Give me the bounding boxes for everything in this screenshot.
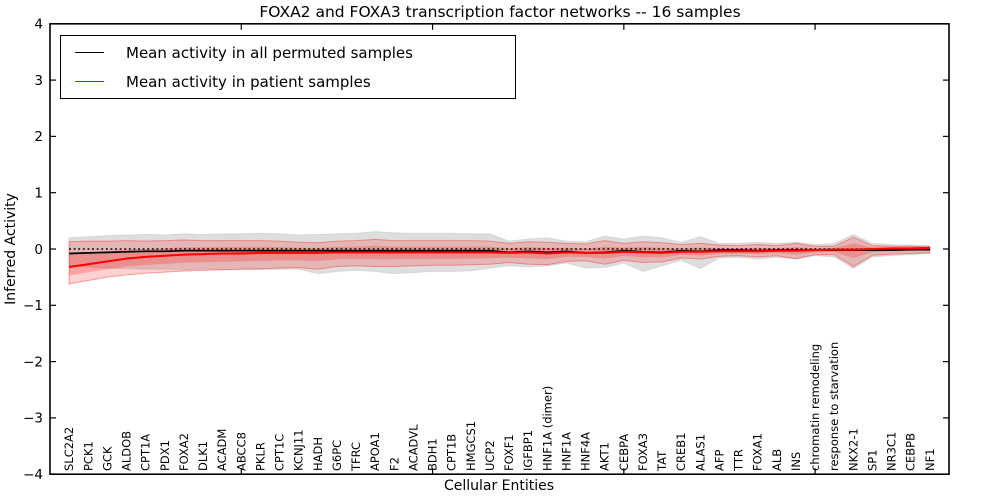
x-axis-entity-label: DLK1: [196, 441, 210, 471]
x-axis-entity-label: FOXA3: [636, 433, 650, 471]
x-axis-entity-label: NF1: [923, 448, 937, 471]
legend-entry-permuted: Mean activity in all permuted samples: [61, 38, 515, 67]
x-axis-entity-label: ALAS1: [693, 434, 707, 471]
x-axis-entity-label: AKT1: [598, 442, 612, 471]
x-axis-entity-label: NKX2-1: [846, 428, 860, 471]
x-axis-entity-label: GCK: [100, 446, 114, 471]
x-axis-entity-label: F2: [387, 457, 401, 471]
y-tick-label: −4: [23, 467, 43, 483]
x-axis-entity-label: HNF1A (dimer): [540, 386, 554, 471]
legend-line-permuted-icon: [75, 52, 104, 53]
x-axis-label: Cellular Entities: [443, 478, 555, 494]
y-tick-label: 3: [34, 73, 43, 89]
x-axis-entity-label: TFRC: [349, 442, 363, 472]
x-axis-entity-label: ACADVL: [406, 424, 420, 471]
x-axis-entity-label: SLC2A2: [62, 427, 76, 471]
x-axis-entity-label: PDX1: [158, 440, 172, 471]
x-axis-entity-label: chromatin remodeling: [808, 344, 822, 471]
x-axis-entity-label: NR3C1: [885, 432, 899, 471]
y-tick-label: −3: [23, 411, 43, 427]
x-axis-entity-label: BDH1: [426, 438, 440, 471]
y-tick-label: −1: [23, 298, 43, 314]
y-tick-label: 0: [34, 242, 43, 258]
x-axis-entity-label: ALB: [770, 449, 784, 471]
x-axis-entity-label: HADH: [311, 437, 325, 471]
x-axis-entity-label: response to starvation: [827, 342, 841, 471]
x-axis-entity-label: ABCC8: [234, 432, 248, 471]
x-axis-entity-label: UCP2: [483, 440, 497, 471]
y-tick-label: 2: [34, 129, 43, 145]
x-axis-entity-label: ALDOB: [120, 431, 134, 471]
x-axis-entity-label: CEBPB: [904, 433, 918, 471]
y-tick-label: 1: [34, 186, 43, 202]
y-axis-label: Inferred Activity: [3, 193, 19, 305]
legend-label-patient: Mean activity in patient samples: [126, 72, 371, 91]
x-axis-entity-label: TAT: [655, 450, 669, 472]
legend-line-patient-icon: [75, 81, 104, 82]
x-axis-entity-label: CREB1: [674, 433, 688, 472]
x-axis-entity-label: TTR: [732, 449, 746, 472]
x-axis-entity-label: CPT1C: [273, 434, 287, 471]
x-axis-entity-label: CPT1B: [445, 434, 459, 471]
x-axis-entity-label: HMGCS1: [464, 421, 478, 471]
patient-mean-line: [68, 246, 930, 268]
legend-entry-patient: Mean activity in patient samples: [61, 67, 515, 96]
x-axis-entity-label: KCNJ11: [292, 429, 306, 471]
x-axis-entity-label: CEBPA: [617, 434, 631, 471]
x-axis-entity-label: SP1: [866, 449, 880, 471]
x-axis-entity-label: PKLR: [253, 442, 267, 471]
x-axis-entity-label: IGFBP1: [521, 430, 535, 471]
y-tick-label: −2: [23, 354, 43, 370]
x-axis-entity-label: AFP: [713, 450, 727, 471]
x-axis-entity-label: CPT1A: [139, 434, 153, 471]
x-axis-entity-label: PCK1: [81, 441, 95, 471]
x-axis-entity-label: HNF4A: [579, 432, 593, 471]
x-axis-entity-label: FOXA1: [751, 433, 765, 471]
x-axis-entity-label: ACADM: [215, 429, 229, 471]
legend-label-permuted: Mean activity in all permuted samples: [126, 43, 413, 62]
x-axis-entity-label: FOXF1: [502, 434, 516, 471]
y-tick-label: 4: [34, 17, 43, 33]
x-axis-entity-label: INS: [789, 452, 803, 471]
x-axis-entity-label: HNF1A: [559, 432, 573, 471]
legend: Mean activity in all permuted samples Me…: [60, 35, 516, 99]
x-axis-entity-label: G6PC: [330, 440, 344, 471]
chart-title: FOXA2 and FOXA3 transcription factor net…: [259, 3, 741, 21]
x-axis-entity-label: FOXA2: [177, 433, 191, 471]
x-axis-entity-label: APOA1: [368, 432, 382, 471]
